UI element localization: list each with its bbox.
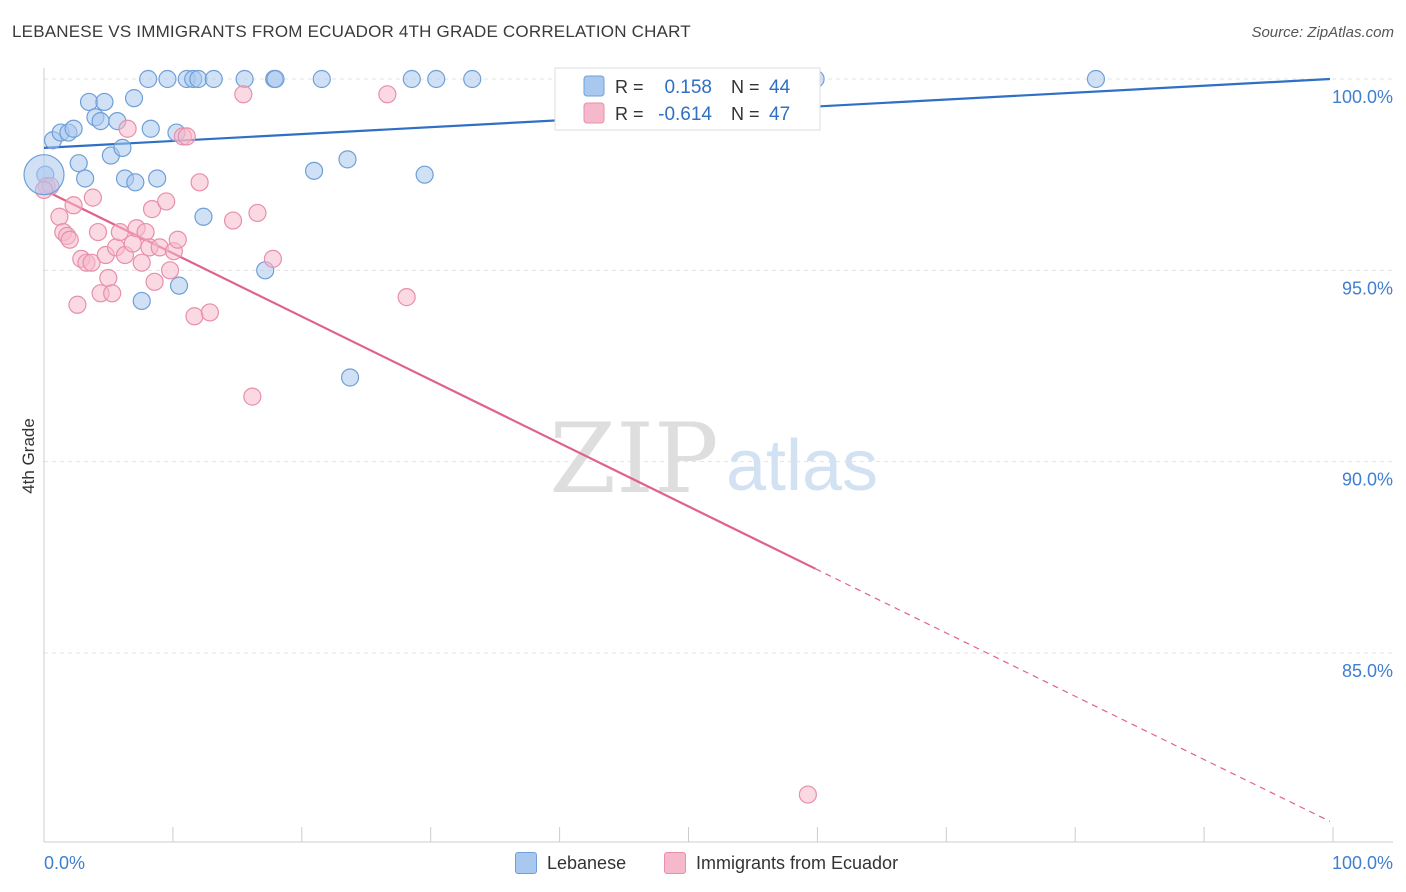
chart-title: LEBANESE VS IMMIGRANTS FROM ECUADOR 4TH … (12, 22, 691, 41)
point-lebanese (132, 291, 151, 311)
point-lebanese (312, 69, 331, 89)
point-lebanese (194, 207, 213, 226)
point-ecuador (60, 230, 79, 249)
legend-swatch-ecuador (583, 102, 605, 124)
legend-top: R = 0.158 N = 44 R = -0.614 N = 47 (554, 67, 821, 131)
legend-label-lebanese: Lebanese (547, 852, 627, 873)
point-ecuador (378, 85, 397, 104)
legend-swatch-lebanese (583, 75, 605, 97)
point-lebanese (415, 165, 434, 184)
point-lebanese (64, 119, 83, 138)
point-ecuador (200, 303, 219, 322)
point-lebanese (235, 69, 254, 89)
y-tick-label: 100.0% (1332, 87, 1393, 107)
legend-label-ecuador: Immigrants from Ecuador (696, 852, 899, 873)
point-ecuador (64, 196, 83, 215)
point-ecuador (157, 192, 176, 211)
point-ecuador (103, 284, 122, 303)
point-lebanese (340, 368, 360, 387)
point-lebanese (338, 150, 357, 169)
point-lebanese (204, 69, 223, 89)
point-lebanese-large (23, 154, 65, 196)
point-lebanese (158, 69, 177, 89)
legend-r-label-2: R = (615, 104, 644, 124)
point-ecuador (798, 785, 817, 804)
y-tick-label: 95.0% (1342, 278, 1393, 298)
point-lebanese (95, 92, 114, 112)
point-lebanese (1086, 69, 1106, 89)
point-lebanese (266, 69, 285, 89)
legend-item-lebanese[interactable]: Lebanese (515, 852, 626, 874)
y-tick-labels: 85.0% 90.0% 95.0% 100.0% (1332, 87, 1393, 681)
point-lebanese (139, 69, 158, 89)
chart-source: Source: ZipAtlas.com (1251, 24, 1394, 41)
point-lebanese (124, 89, 144, 108)
point-ecuador (132, 253, 151, 272)
x-tick-label-start: 0.0% (44, 853, 85, 873)
point-ecuador (136, 222, 155, 242)
legend-r-value-1: 0.158 (664, 77, 712, 98)
point-lebanese (463, 69, 482, 89)
point-ecuador (223, 211, 243, 230)
point-ecuador (99, 268, 118, 288)
point-ecuador (142, 200, 162, 219)
point-ecuador (177, 127, 196, 146)
y-axis-label: 4th Grade (19, 418, 38, 494)
watermark-zip: ZIP (549, 403, 718, 515)
legend-n-value-1: 44 (769, 77, 791, 98)
point-lebanese (148, 169, 167, 188)
point-ecuador (68, 295, 87, 314)
point-lebanese (304, 161, 324, 180)
point-lebanese (189, 69, 208, 89)
x-tick-label-end: 100.0% (1332, 853, 1393, 873)
point-ecuador (118, 119, 137, 138)
point-ecuador (185, 307, 204, 326)
grid-lines (44, 78, 1393, 654)
legend-n-label-2: N = (731, 104, 760, 124)
legend-swatch-ecuador (664, 852, 686, 874)
point-ecuador (88, 222, 108, 242)
point-ecuador (190, 173, 209, 192)
point-ecuador (234, 85, 253, 104)
legend-item-ecuador[interactable]: Immigrants from Ecuador (664, 852, 898, 874)
legend-r-label-1: R = (615, 77, 644, 97)
point-lebanese (79, 92, 99, 112)
point-lebanese (126, 173, 145, 192)
y-tick-label: 85.0% (1342, 661, 1393, 681)
y-tick-label: 90.0% (1342, 470, 1393, 490)
point-ecuador (168, 230, 187, 249)
legend-r-value-2: -0.614 (658, 104, 712, 125)
point-lebanese (76, 169, 95, 188)
point-ecuador (248, 203, 267, 223)
point-lebanese (402, 69, 421, 89)
point-lebanese (69, 154, 88, 173)
point-ecuador (397, 288, 416, 307)
point-ecuador (145, 272, 164, 291)
point-ecuador (243, 387, 262, 406)
legend-n-value-2: 47 (769, 104, 790, 125)
point-ecuador (83, 188, 102, 207)
point-lebanese (427, 69, 446, 89)
point-lebanese (169, 276, 189, 295)
point-ecuador (50, 207, 69, 226)
legend-n-label-1: N = (731, 77, 760, 97)
point-ecuador (82, 253, 101, 272)
point-ecuador (160, 261, 180, 280)
point-lebanese (113, 138, 132, 157)
watermark-atlas: atlas (726, 426, 878, 506)
legend-bottom: Lebanese Immigrants from Ecuador (0, 850, 1406, 880)
point-ecuador (263, 249, 283, 268)
point-lebanese (91, 111, 110, 131)
legend-swatch-lebanese (515, 852, 537, 874)
point-lebanese (141, 119, 160, 138)
trend-line-dashed (815, 568, 1331, 822)
